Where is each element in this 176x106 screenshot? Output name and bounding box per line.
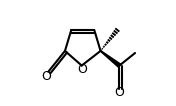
Text: O: O xyxy=(114,86,124,99)
Text: O: O xyxy=(41,70,51,82)
Text: O: O xyxy=(77,63,87,76)
Polygon shape xyxy=(100,51,121,67)
